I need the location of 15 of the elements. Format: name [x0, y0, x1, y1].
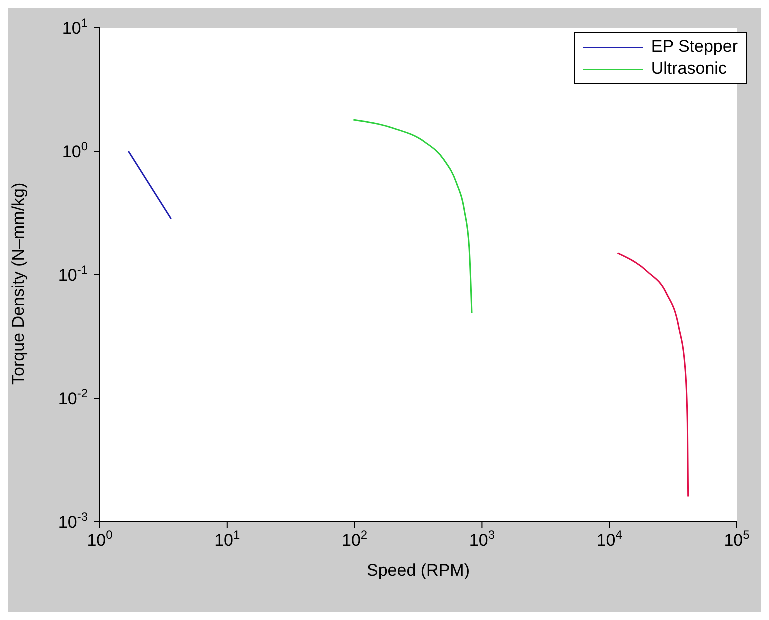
x-tick-label: 10$^{2}$ [342, 528, 368, 550]
y-tick-label: 10$^{0}$ [62, 140, 88, 162]
legend-label: EP Stepper [651, 36, 738, 58]
x-tick-label: 10$^{0}$ [87, 528, 114, 550]
y-tick-label: 10$^{-2}$ [58, 386, 88, 408]
y-tick-label: 10$^{1}$ [62, 16, 88, 38]
y-axis-title: Torque Density (N–mm/kg) [9, 182, 28, 385]
y-tick-label: 10$^{-1}$ [58, 263, 88, 285]
legend-label: Ultrasonic [651, 58, 727, 80]
y-tick-label: 10$^{-3}$ [58, 510, 88, 532]
x-tick-label: 10$^{1}$ [214, 528, 241, 550]
x-tick-label: 10$^{4}$ [596, 528, 623, 550]
x-tick-label: 10$^{5}$ [724, 528, 750, 550]
x-axis-title: Speed (RPM) [367, 561, 470, 580]
x-tick-label: 10$^{3}$ [469, 528, 496, 550]
